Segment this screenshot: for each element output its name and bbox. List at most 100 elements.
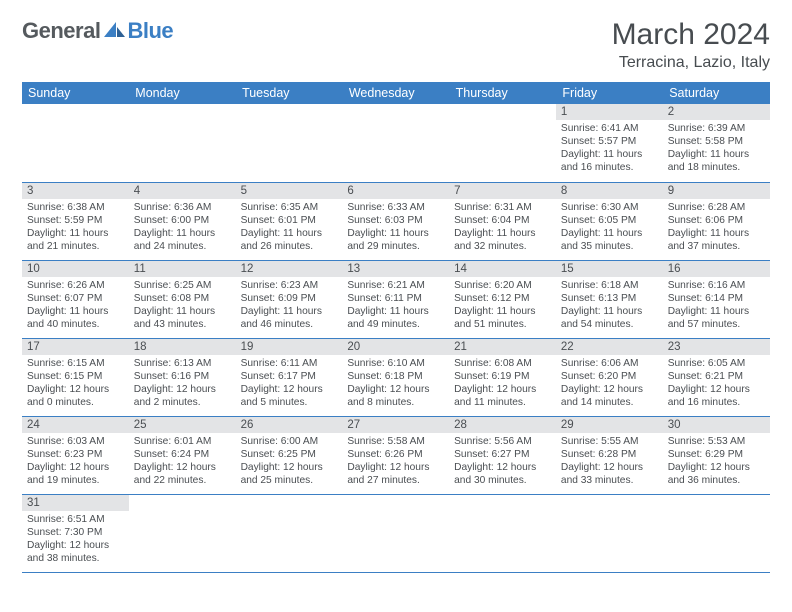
logo-text-blue: Blue	[127, 18, 173, 44]
day-info: Sunrise: 6:11 AMSunset: 6:17 PMDaylight:…	[236, 355, 343, 412]
day-info: Sunrise: 6:13 AMSunset: 6:16 PMDaylight:…	[129, 355, 236, 412]
day-info: Sunrise: 6:18 AMSunset: 6:13 PMDaylight:…	[556, 277, 663, 334]
calendar-day-cell: 29Sunrise: 5:55 AMSunset: 6:28 PMDayligh…	[556, 416, 663, 494]
day-header: Thursday	[449, 82, 556, 104]
day-number: 13	[342, 261, 449, 277]
day-number: 8	[556, 183, 663, 199]
calendar-week-row: 3Sunrise: 6:38 AMSunset: 5:59 PMDaylight…	[22, 182, 770, 260]
day-number: 14	[449, 261, 556, 277]
day-info: Sunrise: 6:39 AMSunset: 5:58 PMDaylight:…	[663, 120, 770, 177]
day-number: 28	[449, 417, 556, 433]
day-number: 27	[342, 417, 449, 433]
day-number: 10	[22, 261, 129, 277]
day-number: 15	[556, 261, 663, 277]
day-info: Sunrise: 6:00 AMSunset: 6:25 PMDaylight:…	[236, 433, 343, 490]
calendar-day-cell: 7Sunrise: 6:31 AMSunset: 6:04 PMDaylight…	[449, 182, 556, 260]
calendar-day-cell	[449, 104, 556, 182]
calendar-day-cell: 4Sunrise: 6:36 AMSunset: 6:00 PMDaylight…	[129, 182, 236, 260]
day-number: 20	[342, 339, 449, 355]
day-header: Monday	[129, 82, 236, 104]
day-header: Friday	[556, 82, 663, 104]
calendar-day-cell: 2Sunrise: 6:39 AMSunset: 5:58 PMDaylight…	[663, 104, 770, 182]
calendar-week-row: 17Sunrise: 6:15 AMSunset: 6:15 PMDayligh…	[22, 338, 770, 416]
logo-text-general: General	[22, 18, 100, 44]
day-number: 9	[663, 183, 770, 199]
calendar-header-row: SundayMondayTuesdayWednesdayThursdayFrid…	[22, 82, 770, 104]
day-number: 22	[556, 339, 663, 355]
day-info: Sunrise: 6:26 AMSunset: 6:07 PMDaylight:…	[22, 277, 129, 334]
day-number: 16	[663, 261, 770, 277]
month-title: March 2024	[612, 18, 770, 52]
day-number: 4	[129, 183, 236, 199]
day-info: Sunrise: 6:41 AMSunset: 5:57 PMDaylight:…	[556, 120, 663, 177]
calendar-day-cell: 21Sunrise: 6:08 AMSunset: 6:19 PMDayligh…	[449, 338, 556, 416]
day-info: Sunrise: 6:06 AMSunset: 6:20 PMDaylight:…	[556, 355, 663, 412]
calendar-day-cell: 27Sunrise: 5:58 AMSunset: 6:26 PMDayligh…	[342, 416, 449, 494]
day-info: Sunrise: 6:20 AMSunset: 6:12 PMDaylight:…	[449, 277, 556, 334]
calendar-week-row: 10Sunrise: 6:26 AMSunset: 6:07 PMDayligh…	[22, 260, 770, 338]
day-number: 11	[129, 261, 236, 277]
day-info: Sunrise: 5:53 AMSunset: 6:29 PMDaylight:…	[663, 433, 770, 490]
day-number: 29	[556, 417, 663, 433]
day-number: 7	[449, 183, 556, 199]
calendar-day-cell: 15Sunrise: 6:18 AMSunset: 6:13 PMDayligh…	[556, 260, 663, 338]
day-number: 1	[556, 104, 663, 120]
calendar-day-cell: 23Sunrise: 6:05 AMSunset: 6:21 PMDayligh…	[663, 338, 770, 416]
logo-sail-icon	[104, 20, 126, 43]
day-info: Sunrise: 6:08 AMSunset: 6:19 PMDaylight:…	[449, 355, 556, 412]
day-number: 3	[22, 183, 129, 199]
day-header: Wednesday	[342, 82, 449, 104]
title-block: March 2024 Terracina, Lazio, Italy	[612, 18, 770, 72]
day-info: Sunrise: 5:55 AMSunset: 6:28 PMDaylight:…	[556, 433, 663, 490]
calendar-table: SundayMondayTuesdayWednesdayThursdayFrid…	[22, 82, 770, 573]
day-info: Sunrise: 6:51 AMSunset: 7:30 PMDaylight:…	[22, 511, 129, 568]
calendar-day-cell	[556, 494, 663, 572]
page-header: General Blue March 2024 Terracina, Lazio…	[22, 18, 770, 72]
day-info: Sunrise: 5:56 AMSunset: 6:27 PMDaylight:…	[449, 433, 556, 490]
calendar-day-cell: 6Sunrise: 6:33 AMSunset: 6:03 PMDaylight…	[342, 182, 449, 260]
calendar-day-cell: 20Sunrise: 6:10 AMSunset: 6:18 PMDayligh…	[342, 338, 449, 416]
calendar-week-row: 24Sunrise: 6:03 AMSunset: 6:23 PMDayligh…	[22, 416, 770, 494]
calendar-day-cell	[342, 494, 449, 572]
calendar-day-cell: 1Sunrise: 6:41 AMSunset: 5:57 PMDaylight…	[556, 104, 663, 182]
calendar-day-cell: 13Sunrise: 6:21 AMSunset: 6:11 PMDayligh…	[342, 260, 449, 338]
day-info: Sunrise: 6:05 AMSunset: 6:21 PMDaylight:…	[663, 355, 770, 412]
day-info: Sunrise: 6:36 AMSunset: 6:00 PMDaylight:…	[129, 199, 236, 256]
calendar-day-cell: 14Sunrise: 6:20 AMSunset: 6:12 PMDayligh…	[449, 260, 556, 338]
day-number: 2	[663, 104, 770, 120]
day-info: Sunrise: 6:35 AMSunset: 6:01 PMDaylight:…	[236, 199, 343, 256]
day-number: 19	[236, 339, 343, 355]
day-number: 30	[663, 417, 770, 433]
calendar-day-cell	[663, 494, 770, 572]
day-info: Sunrise: 6:25 AMSunset: 6:08 PMDaylight:…	[129, 277, 236, 334]
calendar-day-cell: 17Sunrise: 6:15 AMSunset: 6:15 PMDayligh…	[22, 338, 129, 416]
day-info: Sunrise: 6:10 AMSunset: 6:18 PMDaylight:…	[342, 355, 449, 412]
day-number: 5	[236, 183, 343, 199]
day-info: Sunrise: 6:33 AMSunset: 6:03 PMDaylight:…	[342, 199, 449, 256]
day-header: Tuesday	[236, 82, 343, 104]
calendar-day-cell: 11Sunrise: 6:25 AMSunset: 6:08 PMDayligh…	[129, 260, 236, 338]
location-subtitle: Terracina, Lazio, Italy	[612, 54, 770, 72]
day-number: 21	[449, 339, 556, 355]
brand-logo: General Blue	[22, 18, 173, 44]
day-header: Sunday	[22, 82, 129, 104]
day-number: 24	[22, 417, 129, 433]
calendar-day-cell	[449, 494, 556, 572]
calendar-day-cell	[129, 494, 236, 572]
calendar-day-cell: 5Sunrise: 6:35 AMSunset: 6:01 PMDaylight…	[236, 182, 343, 260]
day-number: 31	[22, 495, 129, 511]
day-info: Sunrise: 6:16 AMSunset: 6:14 PMDaylight:…	[663, 277, 770, 334]
calendar-day-cell	[22, 104, 129, 182]
day-info: Sunrise: 6:21 AMSunset: 6:11 PMDaylight:…	[342, 277, 449, 334]
calendar-day-cell: 10Sunrise: 6:26 AMSunset: 6:07 PMDayligh…	[22, 260, 129, 338]
calendar-day-cell: 22Sunrise: 6:06 AMSunset: 6:20 PMDayligh…	[556, 338, 663, 416]
day-number: 23	[663, 339, 770, 355]
calendar-week-row: 1Sunrise: 6:41 AMSunset: 5:57 PMDaylight…	[22, 104, 770, 182]
calendar-day-cell: 12Sunrise: 6:23 AMSunset: 6:09 PMDayligh…	[236, 260, 343, 338]
day-info: Sunrise: 6:31 AMSunset: 6:04 PMDaylight:…	[449, 199, 556, 256]
day-number: 18	[129, 339, 236, 355]
day-number: 17	[22, 339, 129, 355]
day-number: 26	[236, 417, 343, 433]
calendar-day-cell: 19Sunrise: 6:11 AMSunset: 6:17 PMDayligh…	[236, 338, 343, 416]
day-info: Sunrise: 6:15 AMSunset: 6:15 PMDaylight:…	[22, 355, 129, 412]
